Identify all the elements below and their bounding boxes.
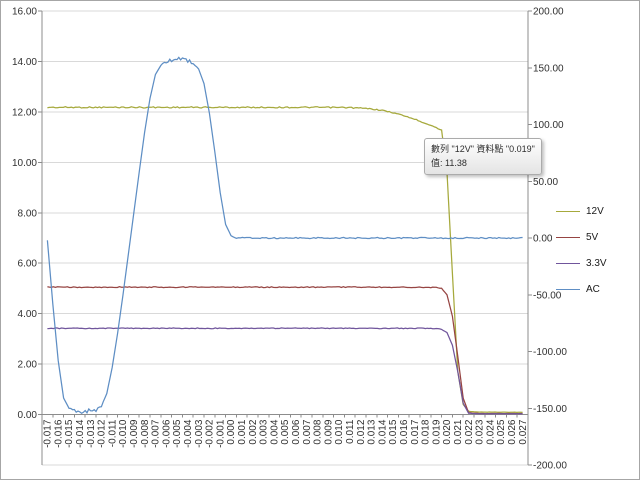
y-left-label: 12.00 xyxy=(12,107,37,118)
legend: 12V 5V 3.3V AC xyxy=(556,198,607,302)
x-axis-label: -0.013 xyxy=(86,419,97,448)
legend-line-swatch xyxy=(556,236,580,238)
x-axis-label: -0.005 xyxy=(172,419,183,448)
x-axis-label: 0.003 xyxy=(259,419,270,444)
x-axis-label: -0.004 xyxy=(183,419,194,448)
x-axis-label: 0.025 xyxy=(496,419,507,444)
tooltip-value-text: 值: 11.38 xyxy=(431,158,467,169)
x-axis-label: -0.010 xyxy=(118,419,129,448)
x-axis-label: 0.008 xyxy=(313,419,324,444)
x-axis-label: -0.007 xyxy=(151,419,162,448)
x-axis-label: 0.012 xyxy=(356,419,367,444)
x-axis-label: -0.011 xyxy=(107,419,118,447)
x-axis-label: 0.009 xyxy=(323,419,334,444)
y-right-label: 200.00 xyxy=(533,7,564,18)
x-axis-label: 0.001 xyxy=(237,419,248,444)
y-right-label: 150.00 xyxy=(533,63,564,74)
x-axis-label: 0.002 xyxy=(248,419,259,444)
x-axis-label: 0.004 xyxy=(269,419,280,444)
x-axis-label: 0.005 xyxy=(280,419,291,444)
legend-item-12v[interactable]: 12V xyxy=(556,198,607,224)
legend-item-ac[interactable]: AC xyxy=(556,276,607,302)
y-left-label: 8.00 xyxy=(18,208,38,219)
legend-line-swatch xyxy=(556,288,580,290)
y-left-label: 16.00 xyxy=(12,7,37,18)
legend-line-swatch xyxy=(556,210,580,212)
x-axis-label: -0.017 xyxy=(43,419,54,448)
x-axis-label: 0.000 xyxy=(226,419,237,444)
tooltip-series-text: 數列 "12V" 資料點 "0.019" xyxy=(431,144,535,154)
x-axis-label: 0.027 xyxy=(518,419,529,444)
y-right-label: 0.00 xyxy=(533,234,553,245)
x-axis-label: 0.016 xyxy=(399,419,410,444)
data-point-tooltip: 數列 "12V" 資料點 "0.019" 值: 11.38 xyxy=(424,138,542,175)
legend-label: 12V xyxy=(586,205,604,217)
y-right-label: -50.00 xyxy=(533,290,562,301)
legend-label: 3.3V xyxy=(586,257,607,269)
x-axis-label: 0.024 xyxy=(485,419,496,444)
y-left-label: 10.00 xyxy=(12,158,37,169)
legend-item-5v[interactable]: 5V xyxy=(556,224,607,250)
x-axis-label: 0.011 xyxy=(345,419,356,444)
x-axis-label: 0.020 xyxy=(442,419,453,444)
legend-line-swatch xyxy=(556,262,580,264)
x-axis-label: -0.012 xyxy=(97,419,108,448)
x-axis-label: 0.026 xyxy=(507,419,518,444)
legend-label: 5V xyxy=(586,231,599,243)
x-axis-label: 0.023 xyxy=(475,419,486,444)
y-right-label: 100.00 xyxy=(533,120,564,131)
x-axis-label: -0.002 xyxy=(205,419,216,448)
y-left-label: 6.00 xyxy=(18,259,38,270)
series-5V-line[interactable] xyxy=(47,286,523,415)
x-axis-label: 0.010 xyxy=(334,419,345,444)
series-AC-line[interactable] xyxy=(46,56,523,415)
x-axis-label: 0.007 xyxy=(302,419,313,444)
legend-label: AC xyxy=(586,283,600,295)
x-axis-label: 0.018 xyxy=(421,419,432,444)
y-right-label: -200.00 xyxy=(533,461,567,472)
x-axis-label: 0.015 xyxy=(388,419,399,444)
x-axis-label: -0.009 xyxy=(129,419,140,448)
y-left-label: 14.00 xyxy=(12,57,37,68)
x-axis-label: 0.014 xyxy=(377,419,388,444)
y-left-label: 2.00 xyxy=(18,360,38,371)
x-axis-label: 0.006 xyxy=(291,419,302,444)
x-axis-label: 0.022 xyxy=(464,419,475,444)
y-right-label: -100.00 xyxy=(533,347,567,358)
x-axis-label: 0.019 xyxy=(431,419,442,444)
y-right-label: -150.00 xyxy=(533,404,567,415)
y-right-label: 50.00 xyxy=(533,177,558,188)
x-axis-label: -0.008 xyxy=(140,419,151,448)
series-3.3V-line[interactable] xyxy=(47,327,523,415)
y-left-label: 0.00 xyxy=(18,410,38,421)
x-axis-label: 0.021 xyxy=(453,419,464,444)
x-axis-label: -0.006 xyxy=(161,419,172,448)
legend-item-3-3v[interactable]: 3.3V xyxy=(556,250,607,276)
x-axis-label: -0.015 xyxy=(64,419,75,448)
x-axis-label: -0.014 xyxy=(75,419,86,448)
x-axis-label: 0.017 xyxy=(410,419,421,444)
x-axis-label: -0.003 xyxy=(194,419,205,448)
x-axis-label: 0.013 xyxy=(367,419,378,444)
x-axis-label: -0.016 xyxy=(53,419,64,448)
x-axis-label: -0.001 xyxy=(215,419,226,448)
y-left-label: 4.00 xyxy=(18,309,38,320)
